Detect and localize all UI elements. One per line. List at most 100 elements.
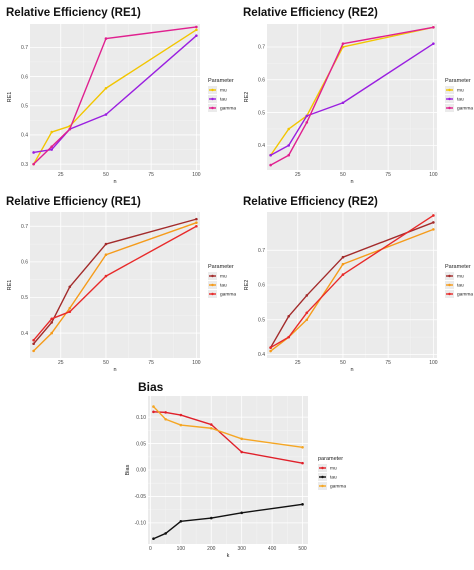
- data-point-tau: [50, 148, 54, 151]
- data-point-tau: [32, 349, 35, 353]
- data-point-mu: [50, 321, 54, 324]
- x-axis-label: k: [227, 553, 230, 559]
- y-tick-label: -0.10: [135, 521, 147, 527]
- y-tick-label: 0.3: [21, 162, 28, 168]
- data-point-gamma: [32, 162, 35, 166]
- x-tick-label: 0: [149, 546, 152, 552]
- data-point-tau: [152, 537, 155, 541]
- data-point-tau: [341, 262, 345, 266]
- data-point-mu: [152, 410, 155, 414]
- chart-panel-re1-middle: Relative Efficiency (RE1) 0.4 0.5 0.6 0.7 25 5…: [0, 190, 237, 378]
- y-axis-label: RE1: [7, 92, 13, 103]
- legend-title: Parameter: [208, 264, 234, 270]
- legend-label-tau: tau: [457, 97, 464, 103]
- data-point-mu: [104, 242, 108, 246]
- chart-title: Bias: [138, 380, 164, 394]
- y-tick-label: 0.5: [258, 110, 265, 116]
- chart-title: Relative Efficiency (RE1): [6, 7, 141, 19]
- x-tick-label: 75: [148, 172, 154, 178]
- data-point-mu: [179, 413, 183, 417]
- y-tick-label: 0.4: [21, 331, 28, 337]
- data-point-mu: [104, 86, 108, 90]
- x-tick-label: 100: [429, 360, 438, 366]
- data-point-tau: [269, 349, 272, 353]
- x-axis-label: n: [350, 179, 353, 185]
- legend-label-tau: tau: [457, 283, 464, 289]
- chart-title: Relative Efficiency (RE2): [243, 196, 378, 208]
- plot-background: [30, 24, 200, 170]
- x-tick-label: 25: [58, 360, 64, 366]
- data-point-gamma: [195, 224, 198, 228]
- data-point-tau: [195, 34, 198, 37]
- data-point-gamma: [32, 338, 35, 342]
- data-point-gamma: [287, 335, 291, 339]
- y-tick-label: 0.7: [258, 45, 265, 51]
- data-point-tau: [305, 318, 309, 322]
- x-axis-label: n: [350, 367, 353, 373]
- data-point-tau: [50, 331, 54, 335]
- x-tick-label: 400: [268, 546, 277, 552]
- data-point-tau: [209, 516, 213, 520]
- data-point-mu: [301, 461, 304, 465]
- data-point-gamma: [68, 310, 72, 314]
- x-tick-label: 50: [340, 360, 346, 366]
- data-point-gamma: [240, 437, 243, 441]
- data-point-gamma: [301, 445, 304, 449]
- data-point-tau: [104, 113, 108, 116]
- legend-point-tau: [211, 283, 214, 287]
- y-tick-label: 0.4: [21, 133, 28, 139]
- y-tick-label: 0.6: [21, 74, 28, 80]
- chart-panel-re2-middle: Relative Efficiency (RE2) 0.4 0.5 0.6 0.7 25 5…: [237, 190, 474, 378]
- data-point-gamma: [287, 153, 291, 157]
- legend-label-gamma: gamma: [220, 107, 236, 112]
- data-point-tau: [195, 221, 198, 224]
- legend-point-gamma: [211, 106, 214, 110]
- legend-point-mu: [321, 466, 324, 470]
- data-point-gamma: [341, 273, 345, 276]
- legend-point-tau: [321, 475, 324, 479]
- chart-title: Relative Efficiency (RE2): [243, 7, 378, 19]
- legend-point-tau: [211, 97, 214, 101]
- x-tick-label: 300: [238, 546, 247, 552]
- data-point-mu: [195, 28, 198, 32]
- legend-point-tau: [448, 97, 451, 101]
- chart-panel-bias: Bias -0.10 -0.05 0.00 0.05 0.10 0 100 200 300 400 5…: [112, 378, 362, 568]
- data-point-gamma: [104, 37, 108, 40]
- y-tick-label: 0.7: [21, 224, 28, 230]
- data-point-gamma: [164, 417, 167, 421]
- x-tick-label: 200: [207, 546, 216, 552]
- chart-svg-1: Relative Efficiency (RE2) 0.4 0.5 0.6 0.7 25 5…: [243, 7, 473, 185]
- x-tick-label: 100: [177, 546, 186, 552]
- y-tick-label: 0.5: [21, 295, 28, 301]
- data-point-mu: [32, 342, 35, 346]
- y-tick-label: 0.00: [136, 468, 146, 474]
- data-point-gamma: [195, 25, 198, 29]
- y-tick-label: 0.6: [258, 77, 265, 83]
- data-point-gamma: [269, 163, 272, 167]
- data-point-tau: [269, 153, 272, 157]
- y-axis-label: Bias: [125, 464, 131, 475]
- legend-point-mu: [448, 88, 451, 92]
- chart-svg-2: Relative Efficiency (RE1) 0.4 0.5 0.6 0.7 25 5…: [6, 196, 236, 373]
- x-tick-label: 25: [58, 172, 64, 178]
- legend-label-gamma: gamma: [457, 107, 473, 112]
- series-line-tau: [153, 503, 303, 540]
- data-point-gamma: [68, 127, 72, 131]
- data-point-tau: [240, 511, 243, 515]
- data-point-gamma: [104, 274, 108, 278]
- legend-point-gamma: [448, 106, 451, 110]
- data-point-gamma: [305, 121, 309, 124]
- x-tick-label: 50: [340, 172, 346, 178]
- y-tick-label: 0.6: [258, 283, 265, 289]
- x-tick-label: 25: [295, 360, 301, 366]
- data-point-gamma: [152, 405, 155, 408]
- legend-point-gamma: [211, 292, 214, 296]
- data-point-mu: [209, 423, 213, 426]
- legend-point-gamma: [448, 292, 451, 296]
- x-tick-label: 500: [298, 546, 307, 552]
- legend-point-mu: [448, 274, 451, 278]
- chart-title: Relative Efficiency (RE1): [6, 196, 141, 208]
- data-point-tau: [32, 151, 35, 154]
- y-tick-label: 0.5: [258, 317, 265, 323]
- x-tick-label: 25: [295, 172, 301, 178]
